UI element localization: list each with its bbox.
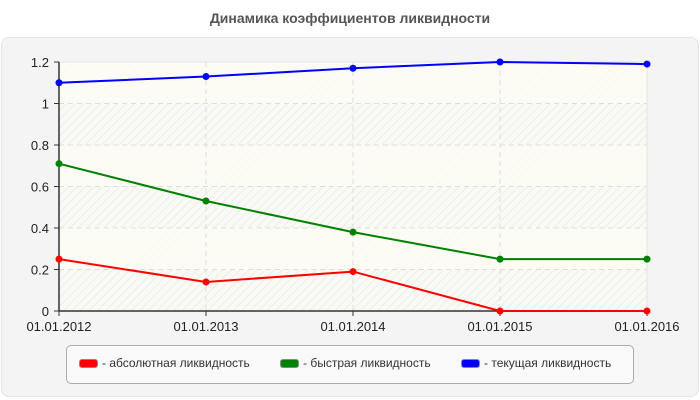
x-tick-label: 01.01.2012 <box>26 319 91 334</box>
x-tick-label: 01.01.2013 <box>173 319 238 334</box>
legend-item-absolute[interactable]: - абсолютная ликвидность <box>79 356 250 370</box>
legend-swatch-green <box>280 358 299 368</box>
chart-legend: - абсолютная ликвидность - быстрая ликви… <box>66 345 634 384</box>
data-point[interactable] <box>643 60 651 68</box>
y-tick-label: 0.2 <box>31 263 49 278</box>
data-point[interactable] <box>496 255 504 263</box>
data-point[interactable] <box>202 197 210 205</box>
data-point[interactable] <box>55 255 63 263</box>
legend-label: - быстрая ликвидность <box>303 356 431 370</box>
y-tick-label: 0.4 <box>31 221 49 236</box>
x-tick-label: 01.01.2014 <box>320 319 385 334</box>
data-point[interactable] <box>349 64 357 72</box>
y-tick-label: 1.2 <box>31 55 49 70</box>
data-point[interactable] <box>349 268 357 276</box>
data-point[interactable] <box>643 307 651 315</box>
y-tick-label: 1 <box>42 97 49 112</box>
legend-item-quick[interactable]: - быстрая ликвидность <box>280 356 431 370</box>
data-point[interactable] <box>202 278 210 286</box>
legend-item-current[interactable]: - текущая ликвидность <box>461 356 611 370</box>
data-point[interactable] <box>55 79 63 87</box>
data-point[interactable] <box>496 58 504 66</box>
legend-label: - текущая ликвидность <box>484 356 612 370</box>
y-tick-label: 0.6 <box>31 180 49 195</box>
legend-swatch-red <box>79 358 98 368</box>
data-point[interactable] <box>496 307 504 315</box>
data-point[interactable] <box>349 228 357 236</box>
legend-swatch-blue <box>461 358 480 368</box>
data-point[interactable] <box>643 255 651 263</box>
x-tick-label: 01.01.2016 <box>614 319 679 334</box>
chart-title: Динамика коэффициентов ликвидности <box>209 10 491 26</box>
legend-label: - абсолютная ликвидность <box>102 356 250 370</box>
x-tick-label: 01.01.2015 <box>467 319 532 334</box>
data-point[interactable] <box>202 73 210 81</box>
y-tick-label: 0.8 <box>31 138 49 153</box>
data-point[interactable] <box>55 160 63 168</box>
y-tick-label: 0 <box>42 304 49 319</box>
